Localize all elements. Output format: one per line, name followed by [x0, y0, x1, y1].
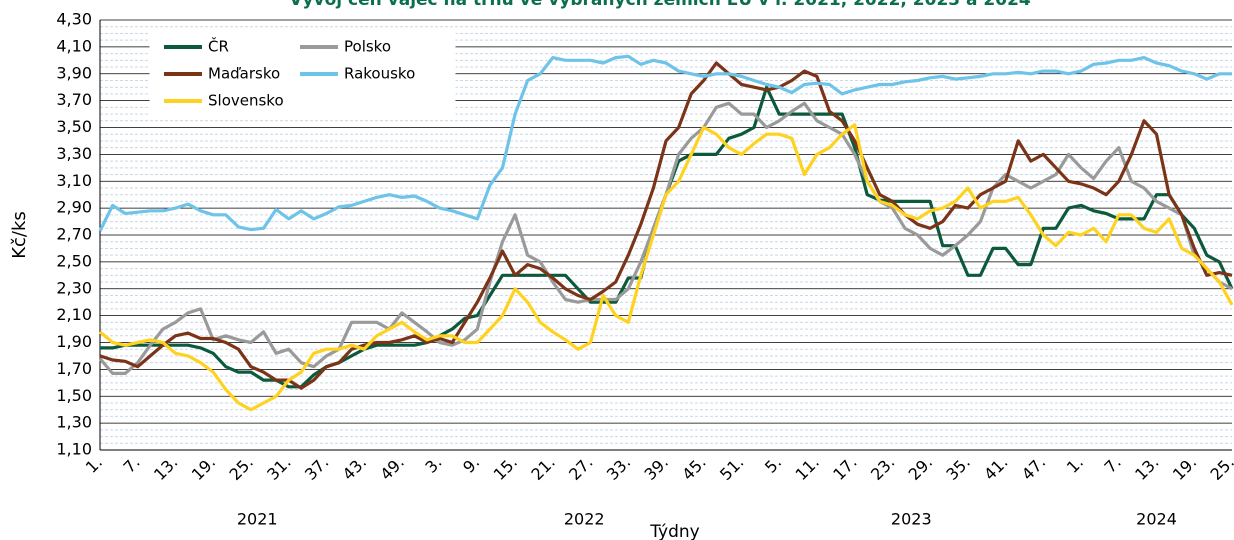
legend-label: ČR	[208, 37, 229, 56]
year-label: 2024	[1136, 510, 1177, 529]
y-tick-label: 1,30	[56, 413, 92, 432]
chart-title: Vývoj cen vajec na trhu ve vybraných zem…	[289, 0, 1031, 10]
x-axis-label: Týdny	[649, 522, 699, 540]
y-tick-label: 1,70	[56, 359, 92, 378]
y-tick-label: 1,10	[56, 440, 92, 459]
series-line	[98, 123, 1234, 412]
y-tick-label: 2,70	[56, 225, 92, 244]
y-tick-label: 2,90	[56, 198, 92, 217]
y-tick-label: 4,10	[56, 36, 92, 55]
legend-label: Polsko	[344, 38, 391, 56]
legend-label: Slovensko	[208, 92, 284, 110]
legend-label: Maďarsko	[208, 65, 280, 83]
y-tick-label: 2,30	[56, 278, 92, 297]
y-tick-label: 3,90	[56, 63, 92, 82]
legend-label: Rakousko	[344, 65, 415, 83]
y-axis-label: Kč/ks	[9, 211, 30, 259]
y-tick-label: 3,10	[56, 171, 92, 190]
y-tick-label: 1,90	[56, 332, 92, 351]
y-tick-label: 4,30	[56, 10, 92, 29]
y-tick-label: 3,50	[56, 117, 92, 136]
y-tick-label: 3,30	[56, 144, 92, 163]
year-label: 2023	[891, 510, 932, 529]
year-label: 2021	[237, 510, 278, 529]
y-tick-label: 2,10	[56, 305, 92, 324]
y-tick-label: 3,70	[56, 90, 92, 109]
y-tick-label: 2,50	[56, 251, 92, 270]
y-tick-label: 1,50	[56, 386, 92, 405]
series-line	[98, 54, 1232, 232]
year-label: 2022	[564, 510, 605, 529]
